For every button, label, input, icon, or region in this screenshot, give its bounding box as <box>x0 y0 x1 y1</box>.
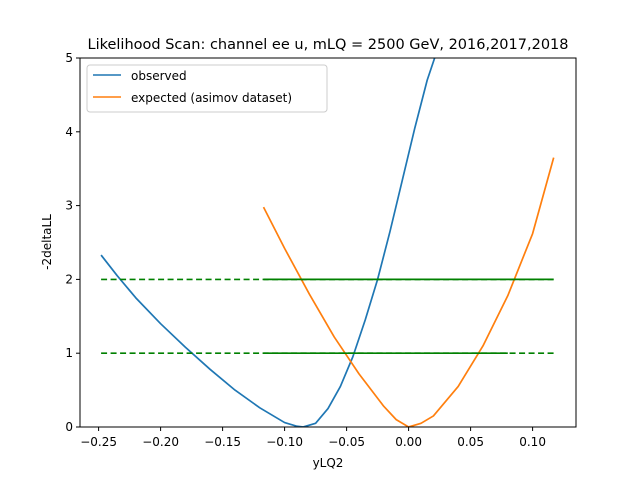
x-tick-label: 0.10 <box>519 435 546 449</box>
legend-label-expected: expected (asimov dataset) <box>131 91 292 105</box>
x-tick-label: −0.20 <box>142 435 179 449</box>
series-layer <box>100 58 555 427</box>
series-observed <box>100 58 436 427</box>
x-axis: −0.25 −0.20 −0.15 −0.10 −0.05 0.00 0.05 0.10 <box>80 427 546 449</box>
x-tick-label: −0.25 <box>80 435 117 449</box>
plot-area <box>100 58 555 427</box>
y-tick-label: 5 <box>65 51 73 65</box>
y-tick-label: 2 <box>65 272 73 286</box>
y-tick-label: 1 <box>65 346 73 360</box>
series-expected-asimov-dataset <box>262 157 555 427</box>
y-tick-label: 3 <box>65 199 73 213</box>
x-tick-label: −0.15 <box>204 435 241 449</box>
x-tick-label: −0.10 <box>266 435 303 449</box>
chart-title: Likelihood Scan: channel ee u, mLQ = 250… <box>87 37 568 53</box>
x-tick-label: 0.00 <box>395 435 422 449</box>
y-axis: 0 1 2 3 4 5 <box>65 51 80 434</box>
y-tick-label: 0 <box>65 420 73 434</box>
y-tick-label: 4 <box>65 125 73 139</box>
axes-frame <box>79 57 577 428</box>
y-axis-label: -2deltaLL <box>40 214 54 270</box>
legend-label-observed: observed <box>131 69 187 83</box>
x-axis-label: yLQ2 <box>313 456 344 470</box>
legend-box <box>86 64 328 113</box>
x-tick-label: 0.05 <box>457 435 484 449</box>
x-tick-label: −0.05 <box>328 435 365 449</box>
legend: observed expected (asimov dataset) <box>86 64 328 113</box>
